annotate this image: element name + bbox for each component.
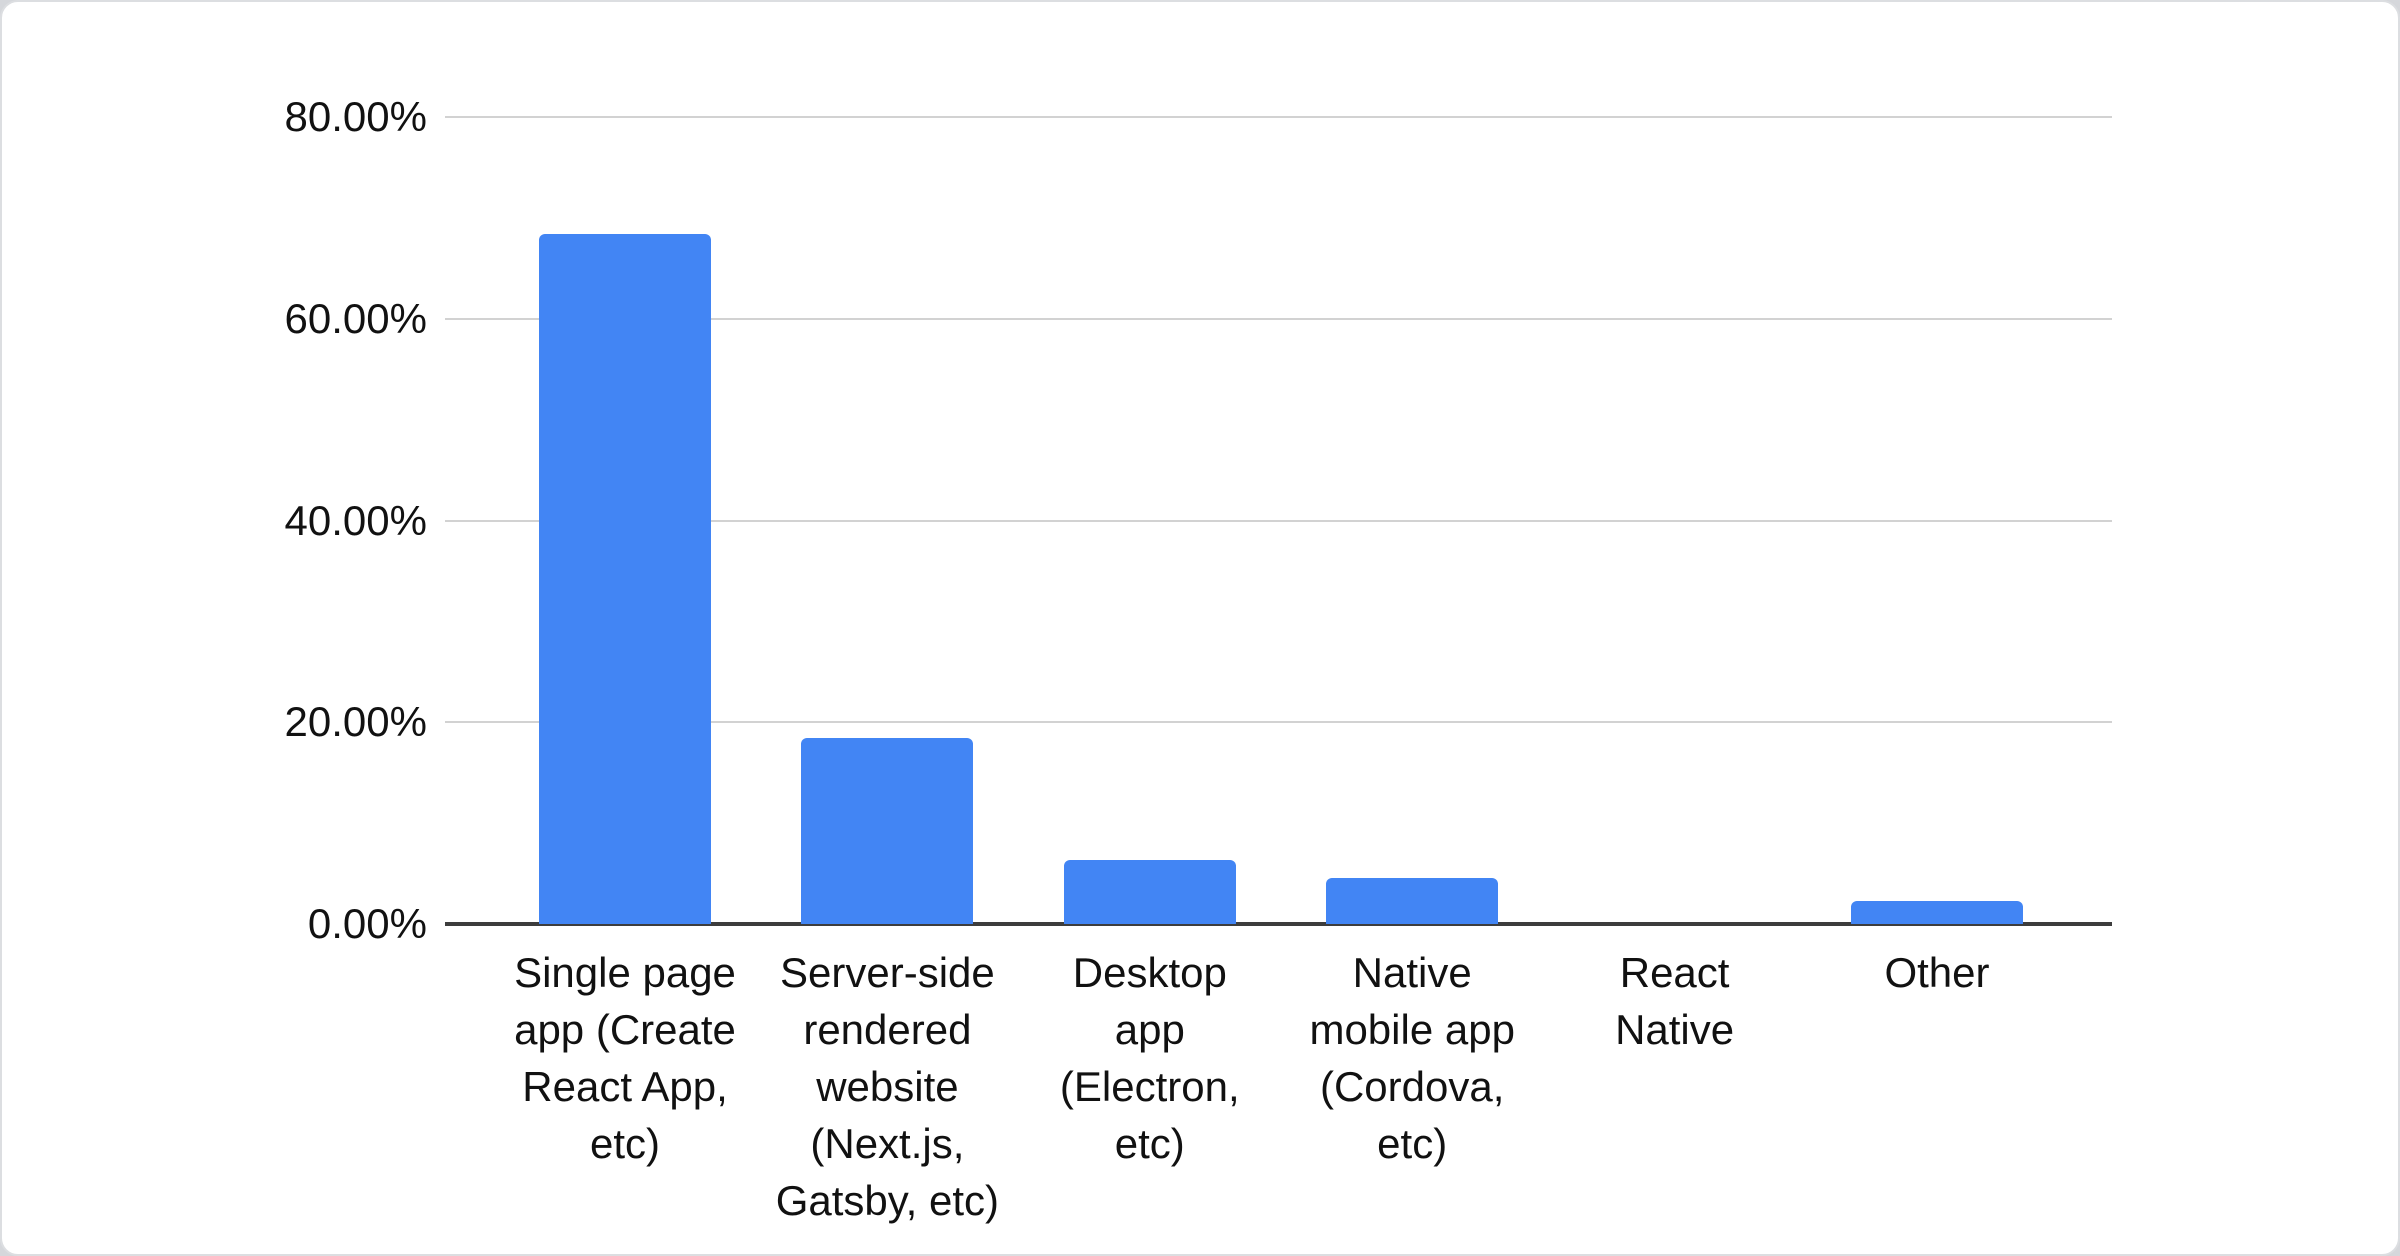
x-axis-label-react-native: React Native [1615,949,1735,1053]
plot-area [445,116,2112,926]
gridline [445,519,2112,522]
x-axis-label-native-mobile-app: Native mobile app (Cordova, etc) [1309,949,1515,1167]
x-axis-label-single-page-app: Single page app (Create React App, etc) [514,949,736,1167]
x-axis-label-desktop-app: Desktop app (Electron, etc) [1059,949,1240,1167]
x-axis-baseline [445,922,2112,926]
gridline [445,116,2112,118]
bar-desktop-app[interactable] [1063,860,1236,924]
y-axis-tick-label: 20.00% [284,698,427,746]
y-axis-tick-label: 80.00% [284,93,427,140]
gridline [445,317,2112,320]
bar-single-page-app[interactable] [539,234,711,924]
x-axis-label-server-side-rendered-website: Server-side rendered website (Next.js, G… [775,949,1000,1224]
x-axis-label-other: Other [1884,949,1990,996]
y-axis-tick-label: 0.00% [307,900,427,947]
gridline [445,721,2112,724]
y-axis-tick-label: 60.00% [284,294,427,342]
y-axis-tick-label: 40.00% [284,496,427,544]
bar-other[interactable] [1851,900,2023,924]
bar-native-mobile-app[interactable] [1326,877,1499,924]
bar-server-side-rendered-website[interactable] [801,738,974,924]
